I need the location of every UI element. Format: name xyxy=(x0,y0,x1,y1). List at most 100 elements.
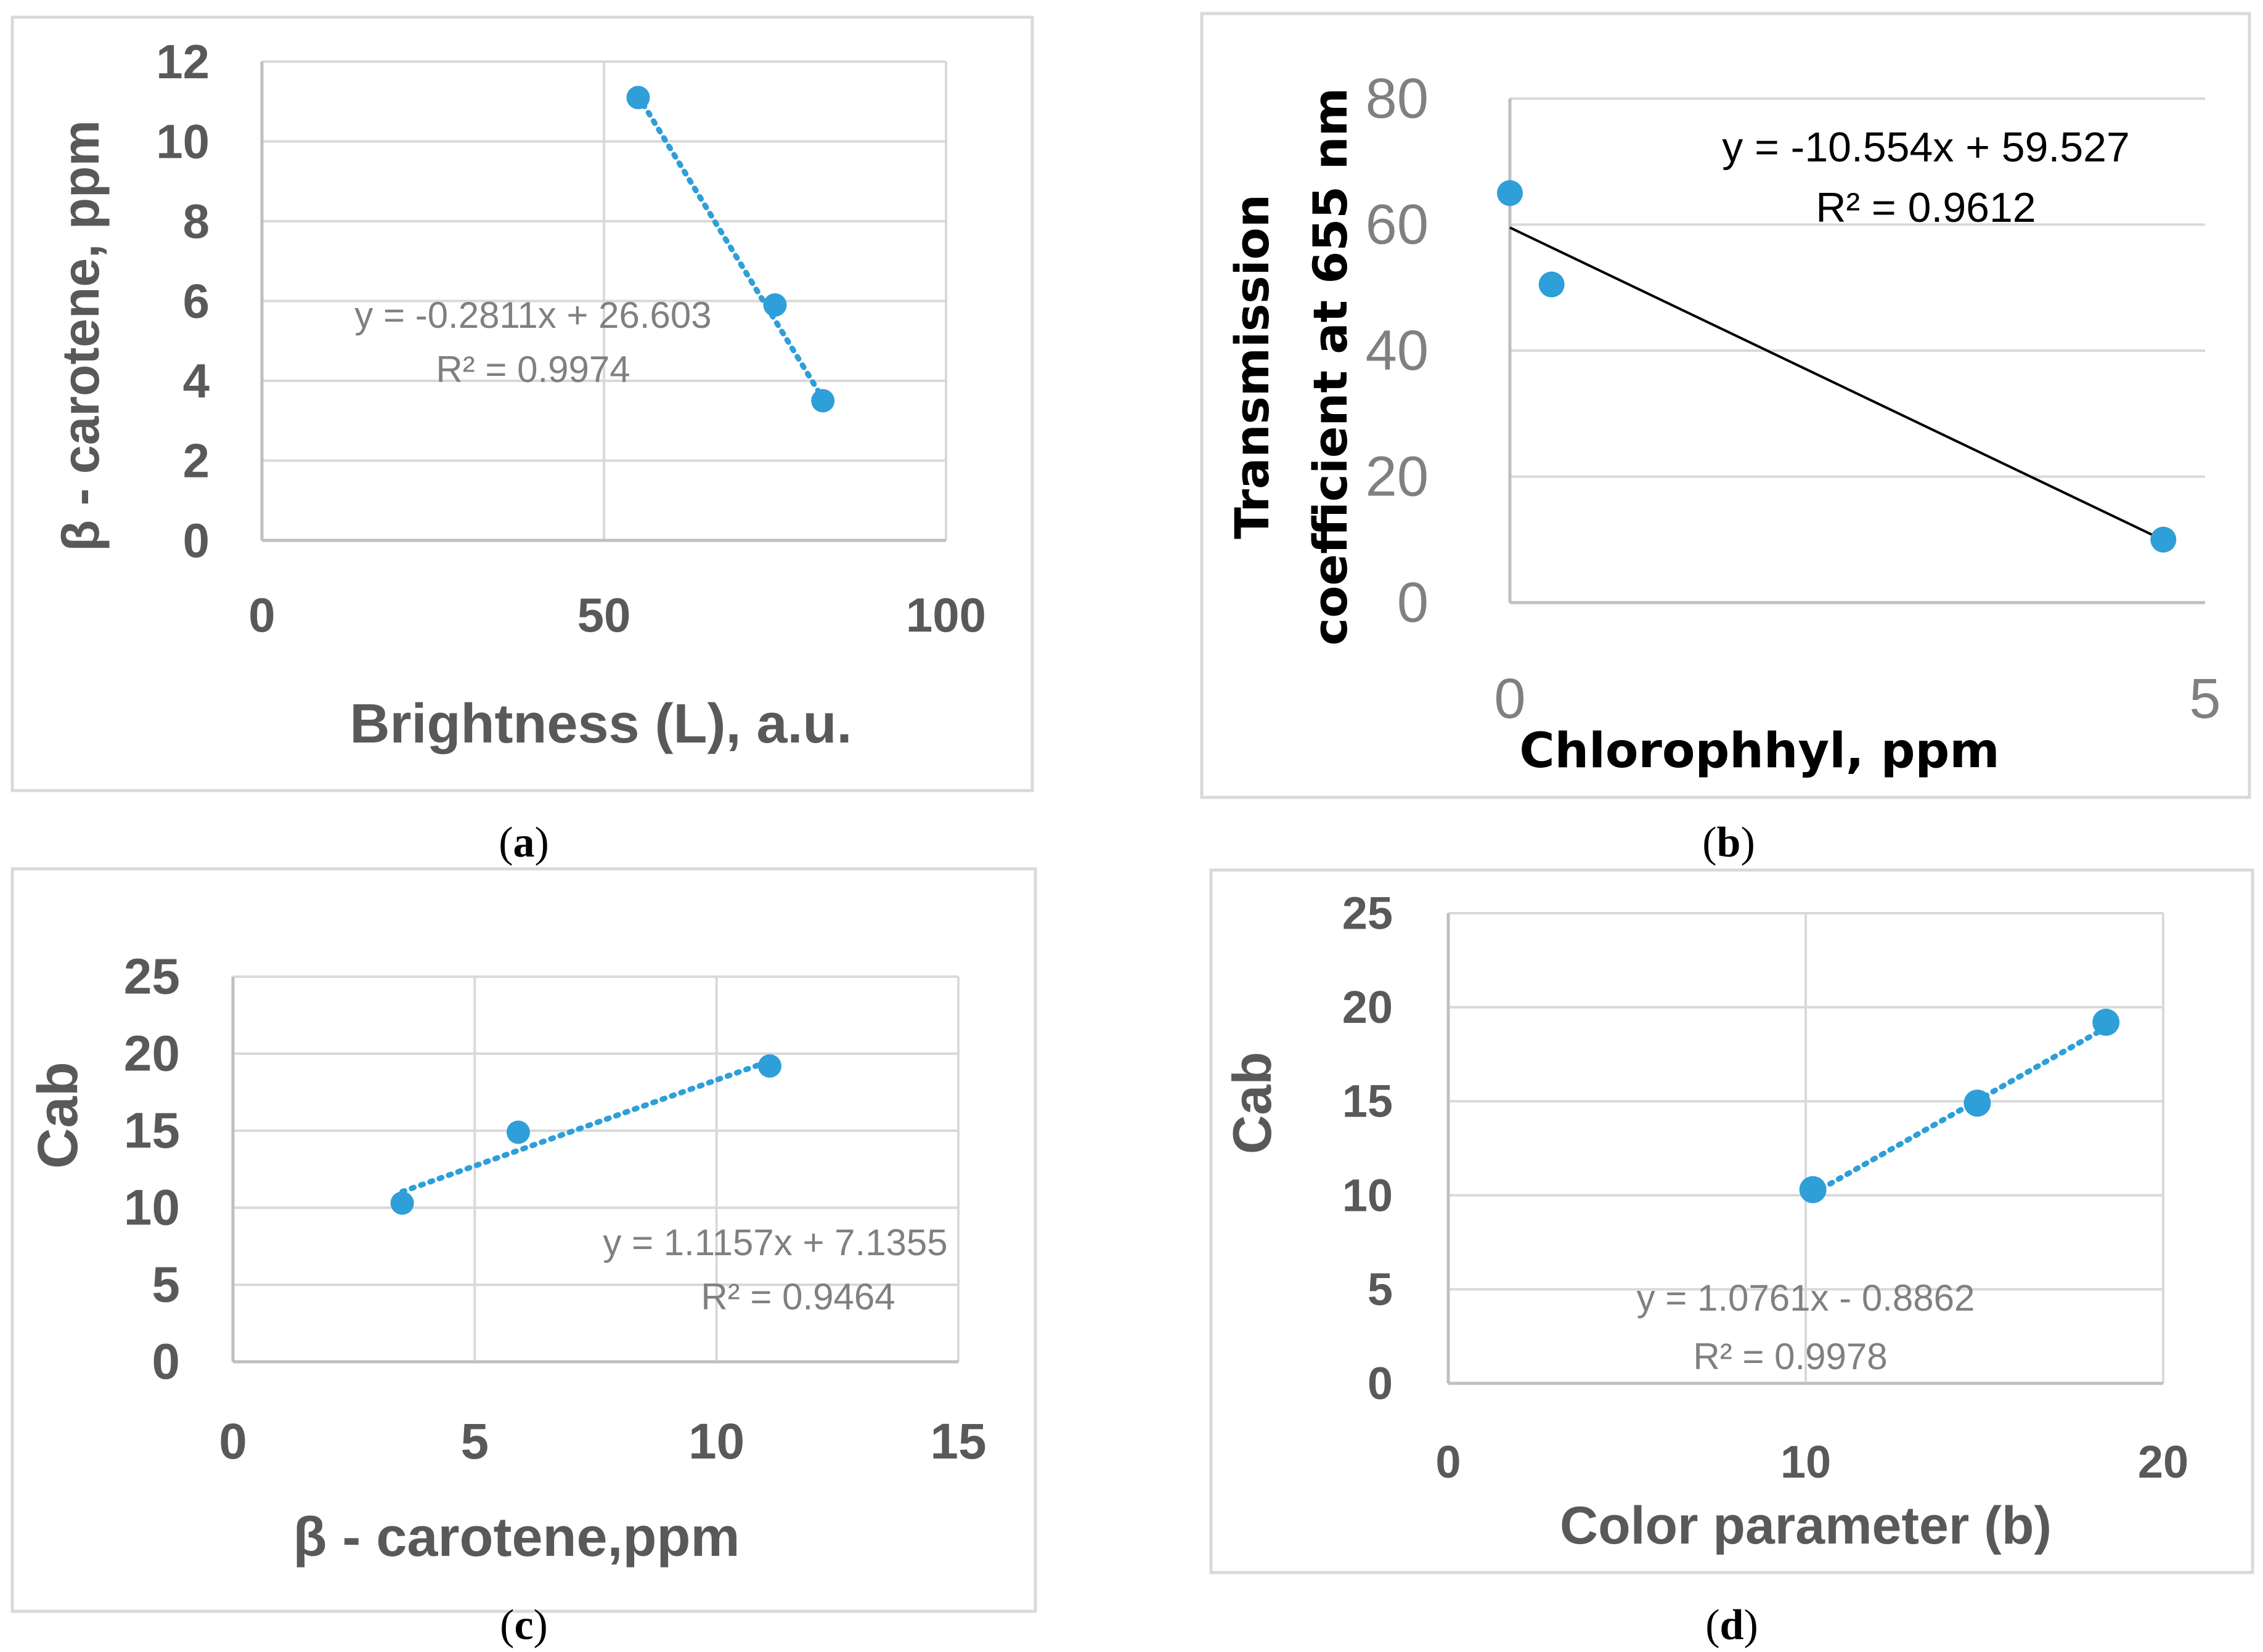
panel-c-x-tick-label: 5 xyxy=(461,1414,489,1470)
panel-b-y-tick-label: 80 xyxy=(1366,67,1429,130)
panel-c-data-point xyxy=(506,1120,530,1144)
panel-d-x-tick-label: 0 xyxy=(1435,1436,1461,1487)
panel-b-data-point xyxy=(1538,271,1565,298)
panel-a-y-ticks: 0 2 4 6 8 10 12 xyxy=(156,35,210,568)
panel-a-data-point xyxy=(763,293,787,317)
panel-c-y-tick-label: 0 xyxy=(152,1334,180,1390)
panel-a-frame xyxy=(10,15,1034,792)
panel-d-x-tick-label: 10 xyxy=(1780,1436,1831,1487)
panel-c-points xyxy=(390,1054,781,1215)
panel-a-y-tick-label: 6 xyxy=(183,274,210,328)
caption-a: (a) xyxy=(499,819,549,866)
panel-a-x-ticks: 0 50 100 xyxy=(248,588,986,642)
panel-c-data-point xyxy=(390,1191,414,1215)
panel-d-y-tick-label: 5 xyxy=(1368,1264,1393,1315)
panel-d-data-point xyxy=(2092,1009,2120,1036)
panel-d-points xyxy=(1799,1009,2120,1203)
panel-b-equation: y = -10.554x + 59.527 xyxy=(1722,124,2130,171)
panel-d-r-squared: R² = 0.9978 xyxy=(1693,1336,1887,1377)
caption-c-letter: c xyxy=(514,1601,533,1649)
panel-b-y-tick-label: 0 xyxy=(1397,571,1429,634)
panel-b-frame xyxy=(1200,12,2251,799)
panel-b-gridlines xyxy=(1508,97,2205,604)
panel-a-trendline xyxy=(635,93,826,402)
panel-c-trendline-path xyxy=(399,1058,773,1195)
panel-c-x-ticks: 0 5 10 15 xyxy=(219,1414,986,1470)
panel-d-y-ticks: 0 5 10 15 20 25 xyxy=(1342,888,1393,1409)
panel-d-x-axis-title: Color parameter (b) xyxy=(1560,1496,2052,1555)
panel-d-y-axis-title: Cab xyxy=(1221,1052,1282,1154)
panel-b-x-axis-title: Chlorophhyl, ppm xyxy=(1519,723,1999,779)
panel-a-data-point xyxy=(811,389,835,413)
panel-b-y-tick-label: 60 xyxy=(1366,193,1429,256)
caption-b: (b) xyxy=(1702,819,1755,866)
panel-a-y-tick-label: 2 xyxy=(183,434,210,488)
panel-b-trendline xyxy=(1509,226,2164,542)
panel-d-equation: y = 1.0761x - 0.8862 xyxy=(1637,1277,1975,1319)
panel-b-data-point xyxy=(2150,526,2177,553)
panel-b-x-tick-label: 5 xyxy=(2189,667,2220,730)
panel-c-frame xyxy=(10,867,1037,1613)
panel-c-x-tick-label: 0 xyxy=(219,1414,247,1470)
panel-c-y-tick-label: 5 xyxy=(152,1257,180,1313)
panel-a-points xyxy=(626,86,835,413)
panel-a-y-tick-label: 0 xyxy=(183,513,210,568)
panel-a-equation: y = -0.2811x + 26.603 xyxy=(354,295,711,336)
panel-d-x-ticks: 0 10 20 xyxy=(1435,1436,2188,1487)
panel-c-y-axis-title: Cab xyxy=(27,1062,89,1169)
panel-a-r-squared: R² = 0.9974 xyxy=(436,349,630,390)
panel-c-x-tick-label: 15 xyxy=(930,1414,986,1470)
panel-a-trendline-path xyxy=(635,93,826,402)
panel-d-trendline-path xyxy=(1810,1025,2109,1197)
panel-c-y-tick-label: 10 xyxy=(124,1180,180,1236)
panel-d-data-point xyxy=(1799,1176,1827,1203)
panel-b-y-ticks: 0 20 40 60 80 xyxy=(1366,67,1429,634)
panel-b-y-axis-title-line2: coefficient at 655 nm xyxy=(1303,87,1358,646)
panel-b-x-tick-label: 0 xyxy=(1494,667,1525,730)
panel-d-data-point xyxy=(1963,1089,1991,1117)
panel-c-data-point xyxy=(757,1054,781,1078)
panel-a-gridlines xyxy=(260,60,947,542)
caption-d: (d) xyxy=(1705,1601,1758,1649)
panel-c-y-tick-label: 15 xyxy=(124,1103,180,1159)
panel-d-frame xyxy=(1209,868,2254,1574)
panel-d-y-tick-label: 25 xyxy=(1342,888,1393,939)
panel-b-data-point xyxy=(1497,180,1523,206)
panel-b-y-tick-label: 40 xyxy=(1366,319,1429,382)
panel-b-y-axis-title-line1: Transmission xyxy=(1225,194,1279,539)
panel-d-y-tick-label: 20 xyxy=(1342,982,1393,1033)
caption-d-letter: d xyxy=(1720,1601,1744,1649)
panel-c-y-tick-label: 25 xyxy=(124,949,180,1005)
panel-d-trendline xyxy=(1810,1025,2109,1197)
panel-a-y-axis-title: β - carotene, ppm xyxy=(52,120,110,551)
panel-d-y-tick-label: 10 xyxy=(1342,1170,1393,1221)
panel-b-y-tick-label: 20 xyxy=(1366,446,1429,508)
panel-d-y-tick-label: 0 xyxy=(1368,1358,1393,1409)
panel-c-r-squared: R² = 0.9464 xyxy=(701,1276,895,1317)
panel-a-x-axis-title: Brightness (L), a.u. xyxy=(349,693,852,755)
caption-b-letter: b xyxy=(1717,819,1741,866)
panel-a-x-tick-label: 0 xyxy=(248,588,275,642)
panel-a-data-point xyxy=(626,86,650,110)
panel-a-x-tick-label: 100 xyxy=(906,588,986,642)
panel-d-gridlines xyxy=(1446,912,2164,1385)
panel-d: 0 10 20 0 5 10 15 20 25 Color parameter (b) Cab… xyxy=(1221,888,2188,1556)
panel-c-y-tick-label: 20 xyxy=(124,1026,180,1082)
panel-d-y-tick-label: 15 xyxy=(1342,1076,1393,1127)
panel-a-y-tick-label: 12 xyxy=(156,35,210,89)
panel-c-y-ticks: 0 5 10 15 20 25 xyxy=(124,949,180,1390)
panel-a-y-tick-label: 8 xyxy=(183,194,210,248)
caption-a-letter: a xyxy=(513,819,535,866)
panel-d-x-tick-label: 20 xyxy=(2138,1436,2188,1487)
panel-c-gridlines xyxy=(231,975,960,1364)
panel-a-x-tick-label: 50 xyxy=(577,588,631,642)
panel-c: 0 5 10 15 0 5 10 15 20 25 β - carotene,ppm Cab y… xyxy=(27,949,987,1569)
panel-a-y-tick-label: 10 xyxy=(156,115,210,169)
panel-b-r-squared: R² = 0.9612 xyxy=(1816,184,2036,231)
panel-c-x-axis-title: β - carotene,ppm xyxy=(293,1507,740,1568)
panel-c-trendline xyxy=(399,1058,773,1195)
svg-text:(c): (c) xyxy=(500,1601,548,1649)
